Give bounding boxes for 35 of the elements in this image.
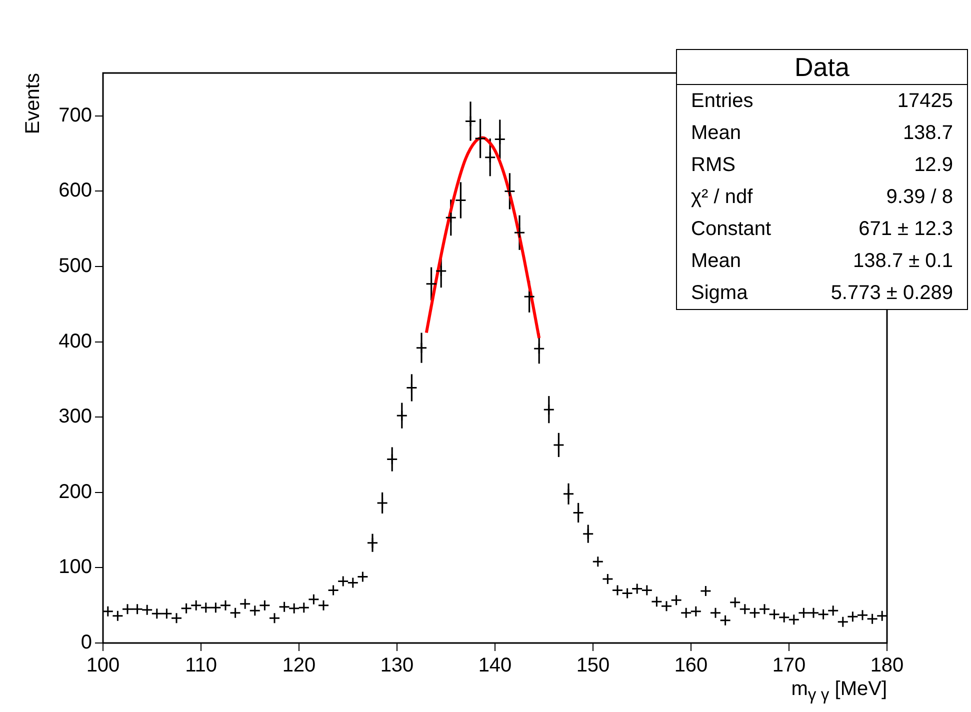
annotation: RMS — [691, 153, 736, 178]
annotation: Mean — [691, 249, 742, 274]
annotation: Constant — [691, 217, 772, 242]
line-series — [424, 136, 541, 340]
y-tick-label: 200 — [58, 480, 92, 503]
annotation: 671 ± 12.3 — [858, 217, 953, 242]
y-tick-label: 700 — [58, 104, 92, 126]
x-tick-label: 160 — [674, 654, 708, 677]
y-tick-label: 500 — [58, 255, 92, 278]
annotation: Entries — [691, 89, 754, 114]
text: 17425 — [897, 89, 953, 114]
y-tick-label: 300 — [58, 406, 92, 428]
x-tick-label: 130 — [380, 654, 414, 677]
y-tick-label: 100 — [58, 556, 92, 578]
text: 12.9 — [914, 153, 953, 178]
x-tick-label: 110 — [185, 654, 217, 677]
y-tick-label: 600 — [58, 180, 92, 202]
y-axis-title: Events — [22, 73, 45, 134]
annotation: 138.7 ± 0.1 — [853, 249, 953, 274]
annotation: Sigma — [691, 281, 748, 306]
x-axis-title: m$_{γ γ}$ [MeV] — [791, 678, 887, 705]
x-tick-label: 120 — [282, 654, 316, 677]
text: 138.7 — [902, 121, 953, 146]
annotation: 9.39 / 8 — [886, 185, 953, 210]
y-tick-label: 0 — [80, 632, 92, 654]
x-tick-label: 170 — [772, 654, 806, 677]
y-tick-label: 400 — [58, 330, 92, 352]
x-tick-label: 150 — [576, 654, 610, 677]
x-tick-label: 100 — [86, 654, 120, 677]
x-tick-label: 180 — [870, 654, 904, 677]
chart-title: Data — [677, 50, 967, 85]
x-tick-label: 140 — [478, 654, 512, 677]
annotation: 5.773 ± 0.289 — [830, 281, 953, 306]
annotation: Mean — [691, 121, 742, 146]
annotation: χ² / ndf — [691, 185, 753, 210]
